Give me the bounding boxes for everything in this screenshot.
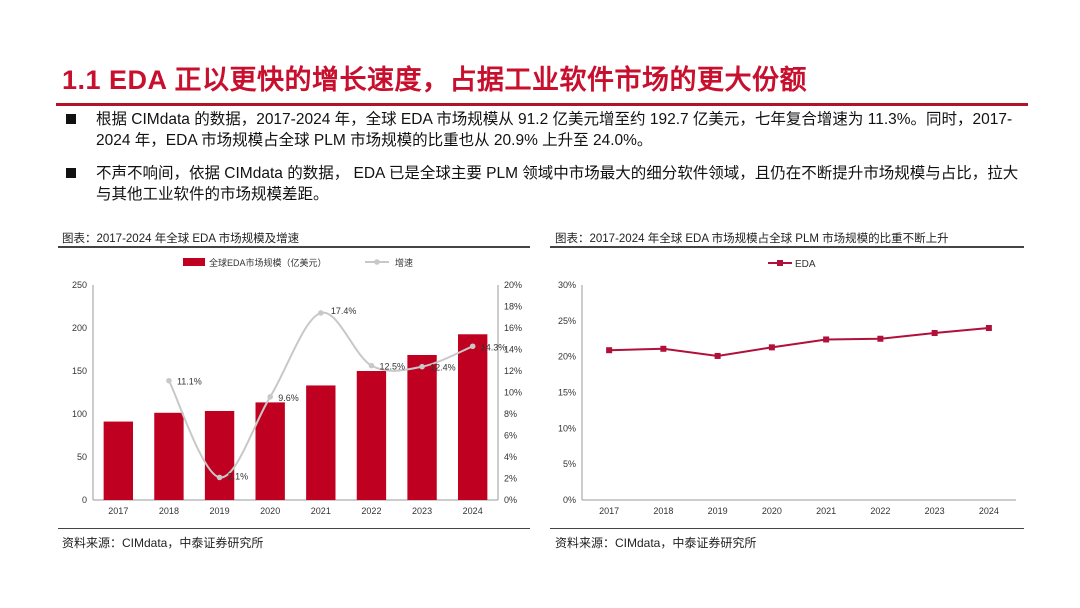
left-y-tick-label: 100	[72, 409, 87, 419]
right-y-tick-label: 4%	[504, 452, 517, 462]
right-y-tick-label: 8%	[504, 409, 517, 419]
right-chart-bottom-rule	[550, 528, 1024, 529]
growth-data-label: 9.6%	[278, 393, 299, 403]
growth-data-label: 14.3%	[481, 342, 507, 352]
growth-point	[267, 394, 273, 400]
right-chart-source: 资料来源：CIMdata，中泰证券研究所	[555, 536, 757, 550]
y-tick-label: 5%	[563, 459, 576, 469]
x-tick-label: 2021	[816, 506, 836, 516]
share-point	[714, 352, 721, 359]
legend-label: EDA	[795, 259, 816, 270]
growth-data-label: 17.4%	[331, 306, 357, 316]
growth-point	[419, 363, 425, 370]
x-tick-label: 2023	[925, 506, 945, 516]
share-point	[985, 325, 992, 331]
bullet-square-icon	[66, 168, 76, 178]
x-tick-label: 2020	[260, 506, 280, 516]
right-y-tick-label: 18%	[504, 302, 522, 312]
left-y-tick-label: 0	[82, 495, 87, 505]
legend-bar-label: 全球EDA市场规模（亿美元）	[209, 257, 327, 268]
growth-point	[318, 310, 324, 316]
legend-line-marker	[374, 259, 380, 265]
left-y-tick-label: 250	[72, 280, 87, 290]
growth-point	[368, 362, 375, 369]
bar	[255, 402, 285, 500]
right-y-tick-label: 2%	[504, 474, 517, 484]
y-tick-label: 15%	[558, 388, 576, 398]
bar	[154, 412, 184, 500]
growth-point	[166, 377, 172, 384]
left-y-tick-label: 150	[72, 366, 87, 376]
x-tick-label: 2017	[108, 506, 128, 516]
growth-data-label: 2.1%	[228, 471, 249, 481]
left-chart-caption: 图表：2017-2024 年全球 EDA 市场规模及增速	[62, 233, 300, 245]
bar	[204, 410, 235, 500]
left-chart-top-rule	[58, 246, 530, 248]
bar	[103, 421, 133, 500]
legend-marker	[777, 260, 783, 266]
growth-data-label: 12.5%	[379, 362, 405, 372]
growth-data-label: 12.4%	[430, 363, 456, 373]
x-tick-label: 2022	[361, 506, 381, 516]
y-tick-label: 30%	[558, 280, 576, 290]
share-point	[768, 344, 775, 351]
bullet-list: 根据 CIMdata 的数据，2017-2024 年，全球 EDA 市场规模从 …	[66, 108, 1026, 205]
bar	[407, 355, 437, 500]
left-chart-bottom-rule	[58, 528, 530, 529]
x-tick-label: 2018	[159, 506, 179, 516]
right-chart-top-rule	[550, 246, 1024, 248]
page-title: 1.1 EDA 正以更快的增长速度，占据工业软件市场的更大份额	[62, 65, 808, 95]
growth-point	[469, 343, 476, 350]
right-y-tick-label: 12%	[504, 366, 522, 376]
x-tick-label: 2024	[463, 506, 483, 516]
growth-data-label: 11.1%	[177, 377, 202, 387]
y-tick-label: 20%	[558, 352, 576, 362]
right-chart-caption: 图表：2017-2024 年全球 EDA 市场规模占全球 PLM 市场规模的比重…	[555, 233, 949, 245]
x-tick-label: 2019	[708, 506, 728, 516]
legend-line-label: 增速	[395, 257, 413, 268]
y-tick-label: 10%	[558, 423, 576, 433]
bullet-item: 根据 CIMdata 的数据，2017-2024 年，全球 EDA 市场规模从 …	[66, 109, 1026, 151]
right-y-tick-label: 20%	[504, 280, 522, 290]
x-tick-label: 2021	[311, 506, 331, 516]
share-point	[606, 347, 613, 354]
legend-bar-swatch	[183, 258, 205, 266]
x-tick-label: 2020	[762, 506, 782, 516]
share-point	[660, 345, 667, 352]
bullet-text: 不声不响间，依据 CIMdata 的数据， EDA 已是全球主要 PLM 领域中…	[96, 165, 1019, 203]
x-tick-label: 2022	[870, 506, 890, 516]
right-y-tick-label: 16%	[504, 323, 522, 333]
left-y-tick-label: 50	[77, 452, 87, 462]
title-divider	[56, 103, 1028, 106]
bullet-item: 不声不响间，依据 CIMdata 的数据， EDA 已是全球主要 PLM 领域中…	[66, 163, 1026, 205]
bar	[306, 385, 336, 500]
growth-point	[216, 474, 223, 481]
bar	[356, 371, 387, 500]
share-point	[931, 330, 938, 337]
y-tick-label: 0%	[563, 495, 576, 505]
right-y-tick-label: 6%	[504, 431, 517, 441]
bullet-square-icon	[66, 114, 76, 124]
left-chart-source: 资料来源：CIMdata，中泰证券研究所	[62, 536, 264, 550]
bullet-text: 根据 CIMdata 的数据，2017-2024 年，全球 EDA 市场规模从 …	[96, 111, 1013, 149]
x-tick-label: 2017	[599, 506, 619, 516]
right-y-tick-label: 0%	[504, 495, 517, 505]
y-tick-label: 25%	[558, 316, 576, 326]
right-chart: 0% 5% 10% 15% 20% 25% 30% 2017 2018 2019 2020 2021 2…	[558, 259, 1016, 516]
left-y-tick-label: 200	[72, 323, 87, 333]
x-tick-label: 2018	[653, 506, 673, 516]
x-tick-label: 2019	[210, 506, 230, 516]
bar	[458, 334, 488, 500]
left-chart: 0 50 100 150 200 250 0% 2% 4% 6% 8% 10% 12% 14% 16% 18%…	[72, 257, 522, 516]
share-point	[877, 335, 884, 342]
x-tick-label: 2024	[979, 506, 999, 516]
share-point	[823, 336, 830, 343]
right-y-tick-label: 10%	[504, 388, 522, 398]
x-tick-label: 2023	[412, 506, 432, 516]
share-line	[609, 327, 989, 357]
right-y-tick-label: 14%	[504, 345, 522, 355]
